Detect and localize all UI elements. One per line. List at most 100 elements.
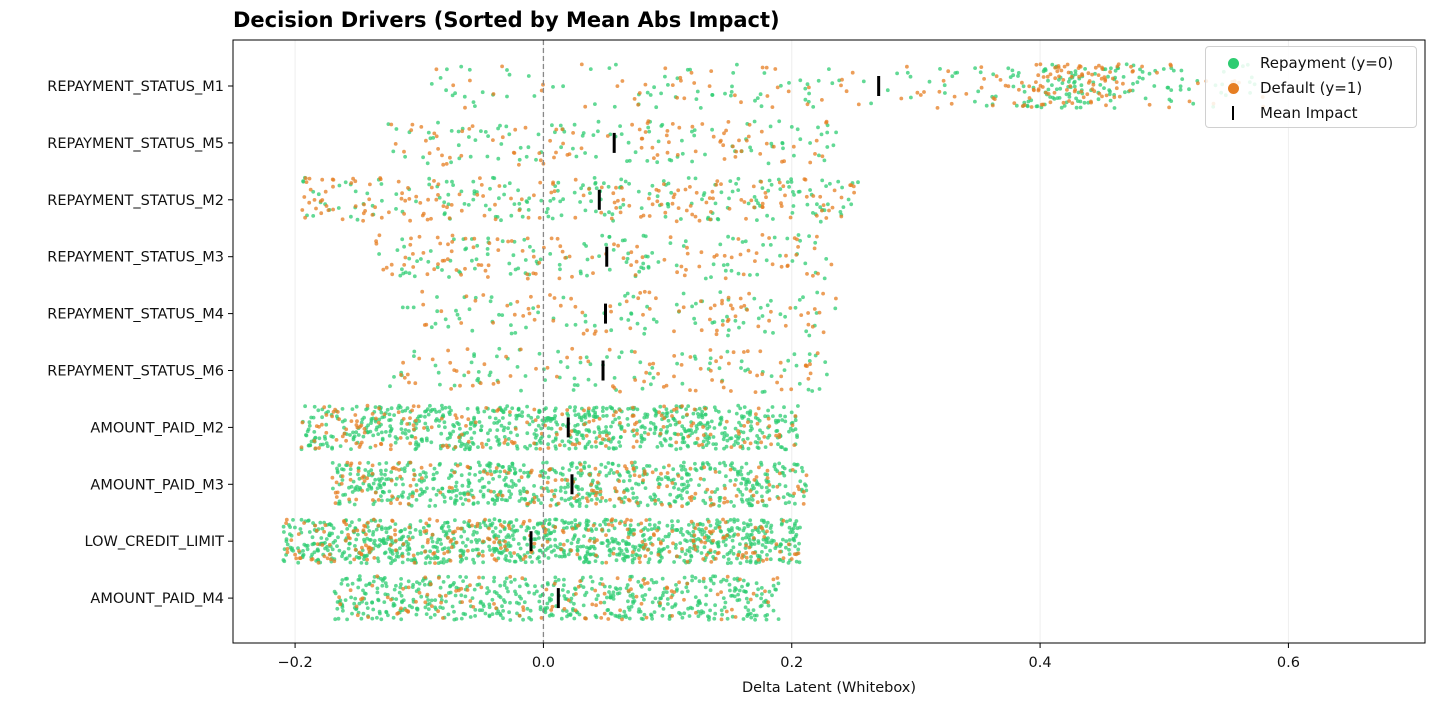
data-point-repay <box>761 243 765 247</box>
data-point-default <box>1086 71 1091 76</box>
data-point-repay <box>500 604 504 609</box>
data-point-default <box>623 520 627 525</box>
data-point-repay <box>783 501 788 506</box>
data-point-default <box>525 276 530 281</box>
data-point-default <box>532 500 537 505</box>
data-point-repay <box>630 553 635 558</box>
data-point-default <box>445 205 449 210</box>
data-point-repay <box>510 533 515 538</box>
data-point-repay <box>1107 92 1112 97</box>
data-point-default <box>567 152 572 157</box>
data-point-default <box>792 443 797 447</box>
data-point-default <box>448 539 453 544</box>
data-point-default <box>723 276 728 281</box>
data-point-default <box>726 317 731 322</box>
data-point-repay <box>527 616 531 620</box>
data-point-default <box>752 478 757 482</box>
data-point-repay <box>429 598 434 603</box>
data-point-default <box>725 533 729 538</box>
data-point-default <box>639 136 644 141</box>
data-point-default <box>1104 93 1109 98</box>
data-point-default <box>754 412 758 417</box>
data-point-default <box>726 295 731 300</box>
data-point-repay <box>378 485 383 490</box>
data-point-repay <box>435 545 439 550</box>
data-point-default <box>715 179 720 184</box>
data-point-default <box>466 370 471 375</box>
data-point-repay <box>733 318 738 323</box>
data-point-repay <box>665 414 669 418</box>
data-point-repay <box>563 498 568 503</box>
data-point-default <box>387 210 391 215</box>
data-point-repay <box>425 486 429 491</box>
data-point-default <box>1057 74 1061 79</box>
data-point-repay <box>316 557 320 562</box>
data-point-default <box>747 291 751 296</box>
data-point-repay <box>462 520 467 524</box>
data-point-repay <box>515 365 520 369</box>
data-point-default <box>1100 94 1104 99</box>
data-point-default <box>468 78 472 83</box>
data-point-repay <box>628 523 633 528</box>
data-point-repay <box>766 161 771 166</box>
data-point-default <box>751 184 756 189</box>
data-point-repay <box>446 324 451 329</box>
data-point-default <box>560 249 565 254</box>
data-point-repay <box>440 403 444 408</box>
data-point-default <box>562 607 567 611</box>
data-point-repay <box>767 589 772 594</box>
data-point-default <box>413 381 418 386</box>
data-point-default <box>470 383 475 388</box>
data-point-default <box>455 526 460 531</box>
data-point-default <box>417 356 422 361</box>
data-point-repay <box>588 191 592 196</box>
data-point-repay <box>666 83 670 87</box>
data-point-repay <box>379 494 383 498</box>
data-point-default <box>490 553 494 557</box>
data-point-repay <box>494 435 499 439</box>
data-point-repay <box>573 586 577 591</box>
data-point-repay <box>537 351 542 356</box>
data-point-default <box>579 468 583 473</box>
data-point-repay <box>357 556 361 560</box>
data-point-repay <box>641 617 645 621</box>
data-point-repay <box>656 260 661 264</box>
data-point-repay <box>587 440 592 444</box>
data-point-repay <box>765 472 770 477</box>
data-point-repay <box>631 491 636 496</box>
data-point-repay <box>598 441 603 446</box>
data-point-repay <box>546 417 550 421</box>
data-point-default <box>606 522 611 527</box>
data-point-repay <box>635 407 640 412</box>
data-point-repay <box>668 436 673 441</box>
data-point-default <box>1061 78 1066 82</box>
data-point-repay <box>551 196 556 201</box>
data-point-default <box>719 379 724 384</box>
data-point-repay <box>739 497 744 502</box>
data-point-repay <box>657 520 662 525</box>
data-point-default <box>471 245 476 250</box>
data-point-repay <box>526 208 531 212</box>
data-point-repay <box>831 143 836 148</box>
data-point-repay <box>674 583 678 587</box>
data-point-repay <box>746 612 750 617</box>
data-point-default <box>560 412 565 417</box>
data-point-repay <box>742 521 746 525</box>
data-point-default <box>668 235 673 240</box>
data-point-default <box>459 208 464 213</box>
data-point-default <box>742 200 747 204</box>
data-point-repay <box>516 188 520 193</box>
data-point-default <box>647 214 652 218</box>
data-point-default <box>463 105 467 110</box>
data-point-repay <box>588 67 593 71</box>
data-point-repay <box>748 428 753 433</box>
data-point-default <box>517 613 522 618</box>
data-point-default <box>598 600 603 605</box>
chart-title: Decision Drivers (Sorted by Mean Abs Imp… <box>233 8 780 32</box>
data-point-default <box>765 468 770 473</box>
data-point-default <box>1045 74 1050 79</box>
data-point-repay <box>661 179 666 183</box>
data-point-default <box>806 322 811 327</box>
data-point-repay <box>714 442 718 446</box>
data-point-default <box>397 460 402 465</box>
